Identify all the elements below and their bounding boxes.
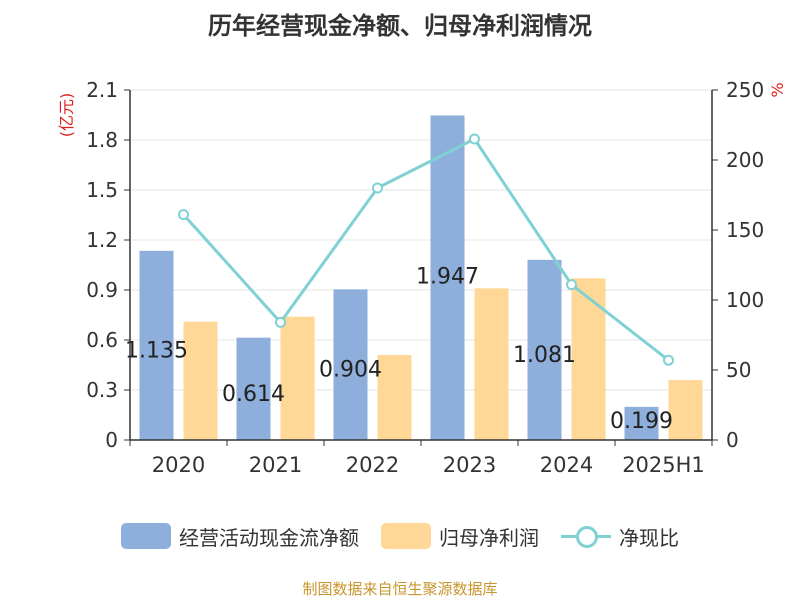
bar-cashflow — [624, 406, 659, 440]
y-left-tick-label: 1.5 — [86, 178, 118, 202]
legend-swatch-cashflow — [121, 523, 171, 549]
data-label-cashflow: 1.081 — [513, 343, 576, 368]
y-left-tick-label: 0.3 — [86, 378, 118, 402]
point-cash-ratio — [372, 182, 383, 194]
data-label-cashflow: 0.904 — [319, 358, 382, 383]
legend-swatch-net-profit — [381, 523, 431, 549]
point-cash-ratio — [469, 133, 480, 145]
y-right-tick-label: 250 — [726, 78, 764, 102]
line-cash-ratio — [182, 137, 670, 362]
x-tick-label: 2021 — [249, 453, 302, 477]
data-label-cashflow: 1.135 — [125, 338, 188, 363]
y-right-tick-label: 0 — [726, 428, 739, 452]
bar-net-profit — [377, 355, 412, 440]
legend-line-marker-icon — [561, 523, 611, 549]
point-cash-ratio — [275, 316, 286, 328]
y-right-tick-label: 50 — [726, 358, 751, 382]
x-tick-label: 2023 — [443, 453, 496, 477]
point-cash-ratio — [178, 209, 189, 221]
y-left-unit-label: (亿元) — [57, 93, 76, 138]
legend-label-cash-ratio: 净现比 — [619, 525, 679, 550]
data-label-cashflow: 0.199 — [610, 409, 673, 434]
y-left-tick-label: 2.1 — [86, 78, 118, 102]
legend-label-cashflow: 经营活动现金流净额 — [179, 525, 359, 550]
point-cash-ratio — [663, 354, 674, 366]
x-tick-label: 2025H1 — [622, 453, 705, 477]
source-note: 制图数据来自恒生聚源数据库 — [302, 580, 498, 598]
legend-item-net-profit[interactable]: 归母净利润 — [381, 522, 539, 551]
x-tick-label: 2022 — [346, 453, 399, 477]
point-cash-ratio — [566, 279, 577, 291]
bar-cashflow — [527, 259, 562, 440]
legend-label-net-profit: 归母净利润 — [439, 525, 539, 550]
y-left-tick-label: 1.2 — [86, 228, 118, 252]
bar-cashflow — [139, 250, 174, 440]
bar-net-profit — [474, 288, 509, 440]
y-right-tick-label: 200 — [726, 148, 764, 172]
chart-title: 历年经营现金净额、归母净利润情况 — [208, 12, 592, 40]
legend-item-cash-ratio[interactable]: 净现比 — [561, 522, 679, 551]
bar-net-profit — [668, 380, 703, 440]
y-right-tick-label: 100 — [726, 288, 764, 312]
bar-cashflow — [236, 337, 271, 440]
bar-cashflow — [430, 115, 465, 440]
bar-cashflow — [333, 289, 368, 440]
y-left-tick-label: 1.8 — [86, 128, 118, 152]
y-left-tick-label: 0.6 — [86, 328, 118, 352]
data-label-cashflow: 1.947 — [416, 265, 479, 290]
legend: 经营活动现金流净额 归母净利润 净现比 — [0, 516, 800, 556]
y-left-tick-label: 0.9 — [86, 278, 118, 302]
bar-net-profit — [183, 321, 218, 440]
bar-net-profit — [571, 278, 606, 440]
y-left-tick-label: 0 — [105, 428, 118, 452]
y-right-tick-label: 150 — [726, 218, 764, 242]
x-tick-label: 2020 — [152, 453, 205, 477]
y-right-unit-label: % — [768, 82, 787, 97]
x-tick-label: 2024 — [540, 453, 593, 477]
legend-item-cashflow[interactable]: 经营活动现金流净额 — [121, 522, 359, 551]
bar-net-profit — [280, 316, 315, 440]
data-label-cashflow: 0.614 — [222, 382, 285, 407]
